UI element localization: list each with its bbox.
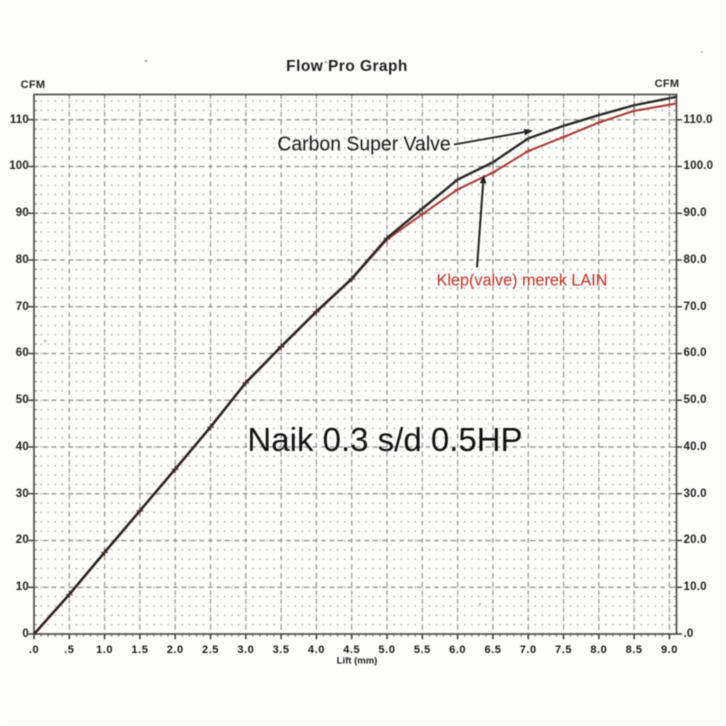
- x-tick-label-7.0: 7.0: [519, 643, 537, 656]
- curve-carbon-super-valve: [33, 94, 677, 635]
- x-tick-label-.5: .5: [64, 643, 75, 656]
- y-tick-label-left-0: 0: [22, 628, 29, 640]
- x-tick-label-1.0: 1.0: [96, 643, 114, 656]
- x-tick-label-6.5: 6.5: [484, 643, 502, 656]
- y-tick-label-right-60.0: 60.0: [683, 347, 707, 360]
- y-tick-label-left-100: 100: [9, 160, 29, 173]
- y-tick-label-right-80.0: 80.0: [683, 253, 707, 266]
- y-tick-label-left-80: 80: [15, 253, 29, 266]
- y-axis-unit-right: CFM: [654, 78, 680, 90]
- y-axis-unit-left: CFM: [20, 79, 46, 91]
- y-tick-label-left-30: 30: [15, 487, 29, 500]
- scan-noise-specks: [43, 51, 703, 606]
- x-tick-label-6.0: 6.0: [449, 643, 467, 656]
- grid-minor-dots: [34, 94, 677, 634]
- x-tick-label-8.0: 8.0: [590, 643, 608, 656]
- y-tick-label-left-50: 50: [15, 394, 29, 407]
- arrow-to-carbon-curve: [453, 128, 534, 146]
- y-tick-label-left-20: 20: [15, 534, 29, 547]
- y-tick-label-right-70.0: 70.0: [683, 300, 707, 313]
- x-tick-label-9.0: 9.0: [660, 643, 678, 656]
- y-tick-label-right-20.0: 20.0: [683, 534, 707, 547]
- y-tick-label-right-50.0: 50.0: [683, 394, 707, 407]
- y-tick-label-left-110: 110: [9, 113, 29, 126]
- x-tick-label-8.5: 8.5: [625, 643, 643, 656]
- annotation-klep-valve-merek-lain: Klep(valve) merek LAIN: [436, 271, 607, 289]
- y-tick-label-right-30.0: 30.0: [683, 487, 707, 500]
- y-tick-label-left-40: 40: [15, 440, 29, 453]
- x-tick-label-2.0: 2.0: [166, 643, 184, 656]
- grid-major-dashed: [34, 94, 677, 634]
- plot-border: [33, 93, 678, 635]
- y-tick-label-right-90.0: 90.0: [683, 207, 707, 220]
- y-tick-label-right-110.0: 110.0: [683, 113, 713, 126]
- chart-title: Flow Pro Graph: [286, 58, 408, 75]
- y-tick-label-left-70: 70: [15, 300, 29, 313]
- x-tick-label-2.5: 2.5: [202, 643, 219, 656]
- x-tick-label-3.0: 3.0: [237, 643, 255, 656]
- y-tick-label-right-.0: .0: [683, 628, 694, 640]
- y-tick-label-right-100.0: 100.0: [683, 160, 714, 173]
- x-tick-label-3.5: 3.5: [272, 643, 290, 656]
- x-tick-label-7.5: 7.5: [555, 643, 573, 656]
- annotation-carbon-super-valve: Carbon Super Valve: [277, 133, 451, 156]
- x-tick-label-5.5: 5.5: [413, 643, 431, 656]
- y-tick-label-right-40.0: 40.0: [683, 440, 707, 453]
- arrow-to-klep-curve: [476, 174, 487, 268]
- y-tick-label-left-60: 60: [15, 347, 29, 360]
- y-tick-label-left-10: 10: [15, 581, 29, 594]
- x-tick-label-1.5: 1.5: [131, 643, 149, 656]
- x-axis-label: Lift (mm): [336, 655, 378, 666]
- x-tick-label-.0: .0: [28, 643, 40, 656]
- annotation-naik-hp-gain: Naik 0.3 s/d 0.5HP: [247, 421, 523, 458]
- x-tick-label-4.5: 4.5: [343, 643, 361, 656]
- y-tick-label-left-90: 90: [15, 207, 29, 220]
- y-tick-label-right-10.0: 10.0: [683, 581, 707, 594]
- x-tick-label-5.0: 5.0: [378, 643, 396, 656]
- x-tick-label-4.0: 4.0: [307, 643, 325, 656]
